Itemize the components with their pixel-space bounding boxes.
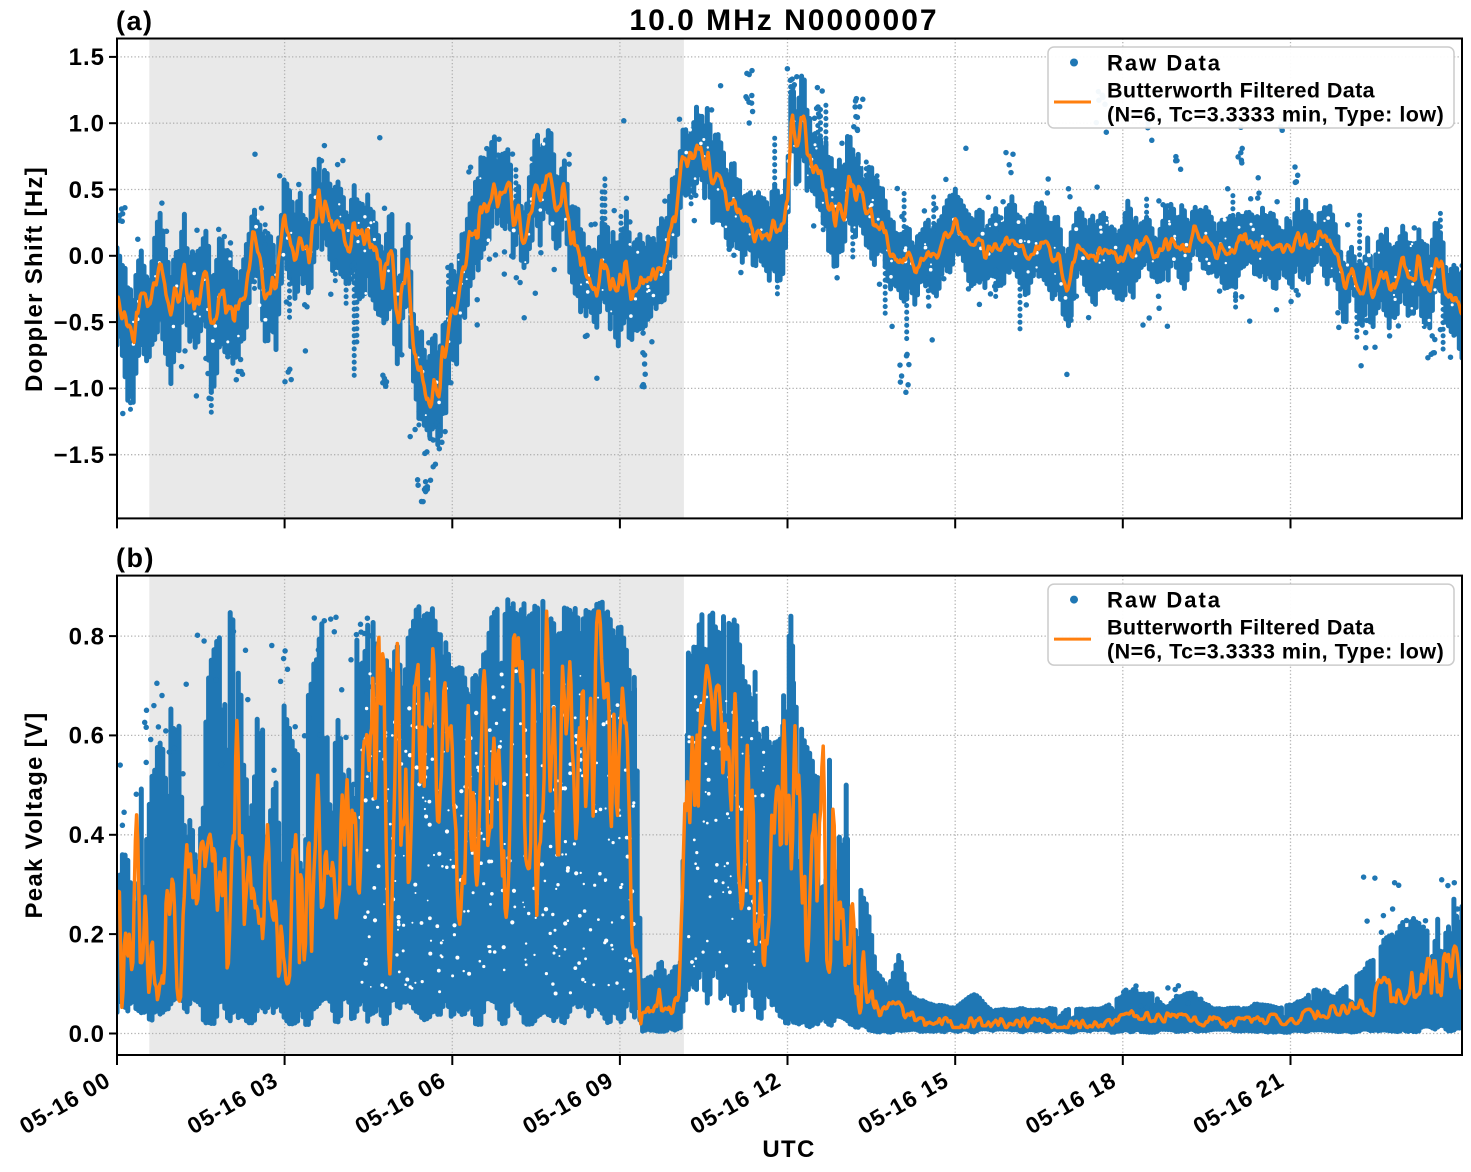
svg-text:0.6: 0.6 — [69, 723, 105, 750]
svg-text:(a): (a) — [116, 6, 154, 36]
svg-text:Peak Voltage [V]: Peak Voltage [V] — [21, 711, 48, 918]
svg-text:0.0: 0.0 — [69, 1021, 105, 1048]
svg-text:Doppler Shift [Hz]: Doppler Shift [Hz] — [21, 166, 48, 392]
svg-text:Raw Data: Raw Data — [1107, 588, 1222, 613]
svg-text:10.0 MHz N0000007: 10.0 MHz N0000007 — [629, 4, 938, 37]
svg-text:0.2: 0.2 — [69, 921, 105, 948]
svg-text:−0.5: −0.5 — [54, 309, 105, 336]
svg-text:1.5: 1.5 — [69, 44, 105, 71]
svg-text:Butterworth Filtered Data: Butterworth Filtered Data — [1107, 79, 1376, 103]
svg-text:−1.5: −1.5 — [54, 442, 105, 469]
svg-text:Butterworth Filtered Data: Butterworth Filtered Data — [1107, 616, 1376, 640]
svg-text:−1.0: −1.0 — [54, 376, 105, 403]
svg-text:Raw Data: Raw Data — [1107, 51, 1222, 76]
svg-text:UTC: UTC — [762, 1136, 815, 1163]
svg-text:1.0: 1.0 — [69, 111, 105, 138]
svg-text:0.8: 0.8 — [69, 623, 105, 650]
svg-text:0.4: 0.4 — [69, 822, 105, 849]
svg-text:(N=6, Tc=3.3333 min, Type: low: (N=6, Tc=3.3333 min, Type: low) — [1107, 103, 1444, 127]
svg-text:(N=6, Tc=3.3333 min, Type: low: (N=6, Tc=3.3333 min, Type: low) — [1107, 640, 1444, 664]
svg-text:0.0: 0.0 — [69, 243, 105, 270]
svg-text:0.5: 0.5 — [69, 177, 105, 204]
svg-text:(b): (b) — [116, 543, 155, 573]
